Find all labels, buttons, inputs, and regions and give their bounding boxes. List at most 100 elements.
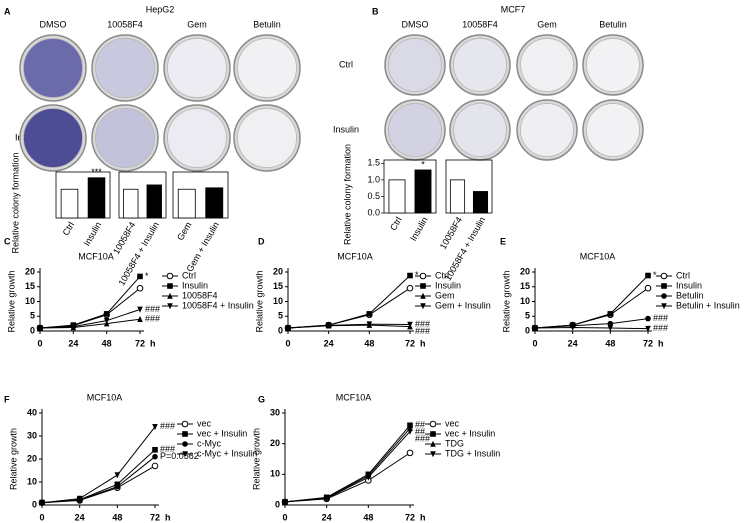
panel-letter: C bbox=[4, 236, 11, 246]
significance-label: * bbox=[421, 159, 425, 169]
x-axis-label: h bbox=[165, 512, 171, 522]
chart-title: MCF10A bbox=[336, 392, 372, 402]
legend-label: Ctrl bbox=[676, 270, 690, 280]
legend-label: vec bbox=[445, 418, 460, 428]
data-point bbox=[103, 317, 110, 324]
significance-label: * bbox=[145, 271, 149, 281]
legend-item: c-Myc bbox=[177, 438, 221, 448]
x-axis-label: h bbox=[150, 338, 156, 348]
legend-label: Betulin bbox=[676, 290, 704, 300]
x-tick-label: Ctrl bbox=[61, 220, 77, 237]
significance-label: ### bbox=[415, 319, 430, 329]
significance-label: * bbox=[415, 270, 419, 280]
y-tick-label: 10 bbox=[25, 296, 35, 306]
y-axis-label: Relative growth bbox=[6, 270, 16, 332]
legend-item: Betulin + Insulin bbox=[656, 300, 740, 310]
legend-label: Ctrl bbox=[435, 270, 449, 280]
legend-label: c-Myc + Insulin bbox=[197, 448, 257, 458]
data-point bbox=[151, 462, 159, 470]
plate-title: MCF7 bbox=[501, 4, 526, 14]
data-point bbox=[644, 284, 652, 292]
data-point bbox=[407, 321, 413, 328]
plate-well bbox=[520, 103, 574, 157]
legend-marker bbox=[167, 283, 173, 289]
x-tick-label: Ctrl bbox=[388, 215, 404, 232]
y-tick-label: 0.0 bbox=[367, 207, 380, 217]
significance-label: ### bbox=[160, 444, 175, 454]
data-point bbox=[645, 272, 651, 279]
plot-frame bbox=[445, 159, 493, 214]
y-tick-label: 0 bbox=[32, 499, 37, 509]
bar bbox=[449, 179, 466, 214]
x-tick-label: 24 bbox=[322, 512, 332, 522]
significance-label: ### bbox=[145, 304, 160, 314]
legend-marker bbox=[661, 293, 667, 299]
plate-well bbox=[167, 38, 227, 98]
legend-marker bbox=[181, 420, 189, 428]
panel-letter: G bbox=[258, 394, 265, 404]
y-tick-label: 30 bbox=[270, 407, 280, 417]
plate-well bbox=[388, 38, 442, 92]
data-point bbox=[325, 322, 332, 329]
legend-marker bbox=[166, 272, 174, 280]
y-tick-label: 0 bbox=[525, 325, 530, 335]
x-tick-label: 0 bbox=[532, 338, 537, 348]
x-tick-label: 48 bbox=[112, 512, 122, 522]
legend-label: TDG bbox=[445, 438, 464, 448]
plate-well bbox=[388, 103, 442, 157]
legend-marker bbox=[420, 292, 426, 299]
data-point bbox=[103, 311, 110, 317]
column-label: Betulin bbox=[599, 19, 627, 29]
data-point bbox=[406, 284, 414, 292]
y-axis-label: Relative growth bbox=[251, 428, 261, 490]
x-axis-label: h bbox=[420, 512, 426, 522]
series-line bbox=[284, 452, 411, 503]
legend-marker bbox=[661, 283, 667, 289]
plate-well bbox=[95, 38, 155, 98]
legend-label: Insulin bbox=[435, 280, 461, 290]
legend-item: vec bbox=[177, 418, 212, 428]
legend-item: vec + Insulin bbox=[177, 428, 247, 438]
x-tick-label: 24 bbox=[324, 338, 334, 348]
plate-well bbox=[167, 108, 227, 168]
legend-item: TDG bbox=[425, 438, 464, 448]
chart-title: MCF10A bbox=[78, 251, 114, 261]
legend-item: 10058F4 bbox=[162, 290, 218, 300]
y-tick-label: 10 bbox=[520, 296, 530, 306]
significance-label: *** bbox=[91, 167, 102, 177]
plot-frame bbox=[172, 171, 229, 219]
x-axis-label: h bbox=[658, 338, 664, 348]
bar bbox=[123, 188, 139, 219]
row-label: Insulin bbox=[333, 124, 359, 134]
x-axis-label: h bbox=[420, 338, 426, 348]
x-tick-label: Gem bbox=[175, 220, 193, 242]
panel-letter: B bbox=[372, 6, 379, 16]
significance-label: ### bbox=[145, 314, 160, 324]
y-tick-label: 15 bbox=[25, 281, 35, 291]
legend-label: 10058F4 bbox=[182, 290, 218, 300]
series-line bbox=[284, 424, 411, 503]
x-tick-label: 48 bbox=[102, 338, 112, 348]
legend-label: Gem + Insulin bbox=[435, 300, 491, 310]
x-tick-label: Insulin bbox=[82, 220, 104, 248]
bar bbox=[414, 169, 432, 214]
x-tick-label: 72 bbox=[150, 512, 160, 522]
legend-item: Insulin bbox=[656, 280, 702, 290]
legend-item: vec + Insulin bbox=[425, 428, 495, 438]
data-point bbox=[137, 273, 143, 280]
column-label: Gem bbox=[537, 19, 557, 29]
plate-well bbox=[520, 38, 574, 92]
series-line bbox=[41, 465, 156, 504]
y-tick-label: 10 bbox=[270, 469, 280, 479]
data-point bbox=[607, 320, 614, 327]
series-line bbox=[41, 426, 156, 504]
column-label: Betulin bbox=[253, 19, 281, 29]
legend-marker bbox=[182, 441, 188, 447]
panel-letter: A bbox=[4, 6, 11, 16]
legend-marker bbox=[661, 303, 667, 310]
bar bbox=[177, 188, 196, 219]
significance-label: ### bbox=[160, 421, 175, 431]
x-tick-label: 0 bbox=[39, 512, 44, 522]
significance-label: ### bbox=[653, 323, 668, 333]
